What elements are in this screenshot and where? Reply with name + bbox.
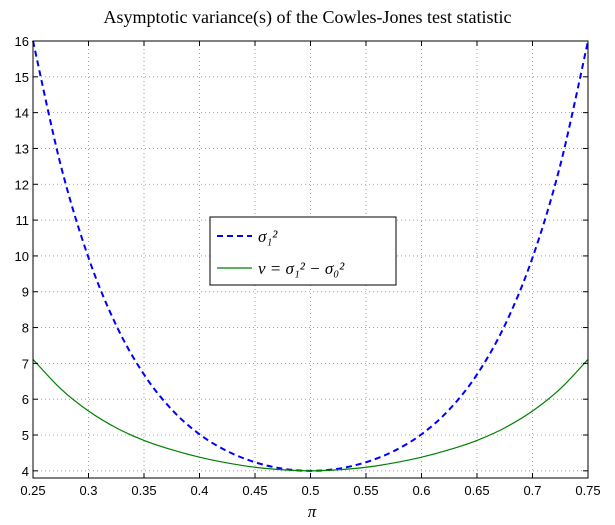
y-tick-label: 14 — [15, 106, 29, 121]
x-axis-label: π — [308, 502, 317, 521]
x-tick-label: 0.3 — [79, 483, 97, 498]
y-tick-label: 4 — [22, 464, 29, 479]
axis-ticks: 0.25 0.3 0.35 0.4 0.45 0.5 0.55 0.6 0.65 0.7 0.75 4… — [15, 34, 601, 498]
plot-series — [32, 40, 589, 472]
grid-lines — [33, 41, 588, 478]
x-tick-label: 0.55 — [353, 483, 378, 498]
legend: σ₁² ν = σ₁² − σ₀² — [209, 216, 397, 286]
y-tick-label: 8 — [22, 321, 29, 336]
x-tick-label: 0.6 — [412, 483, 430, 498]
y-tick-label: 6 — [22, 392, 29, 407]
y-tick-label: 11 — [16, 213, 30, 228]
series-line-nu — [32, 359, 589, 472]
y-tick-label: 7 — [22, 356, 29, 371]
x-tick-label: 0.7 — [523, 483, 541, 498]
y-tick-label: 12 — [15, 177, 29, 192]
x-tick-label: 0.5 — [301, 483, 319, 498]
x-tick-label: 0.4 — [190, 483, 208, 498]
x-tick-label: 0.75 — [575, 483, 600, 498]
y-tick-label: 10 — [15, 249, 29, 264]
y-tick-label: 16 — [15, 34, 29, 49]
x-tick-label: 0.45 — [242, 483, 267, 498]
y-tick-label: 9 — [22, 285, 29, 300]
y-tick-label: 13 — [15, 141, 29, 156]
y-tick-label: 15 — [15, 70, 29, 85]
x-tick-label: 0.65 — [464, 483, 489, 498]
legend-box — [209, 216, 397, 286]
x-tick-label: 0.35 — [131, 483, 156, 498]
legend-label-nu: ν = σ₁² − σ₀² — [258, 259, 345, 278]
chart-title: Asymptotic variance(s) of the Cowles-Jon… — [104, 7, 512, 28]
legend-label-sigma1: σ₁² — [258, 227, 278, 246]
x-tick-label: 0.25 — [20, 483, 45, 498]
y-tick-label: 5 — [22, 428, 29, 443]
